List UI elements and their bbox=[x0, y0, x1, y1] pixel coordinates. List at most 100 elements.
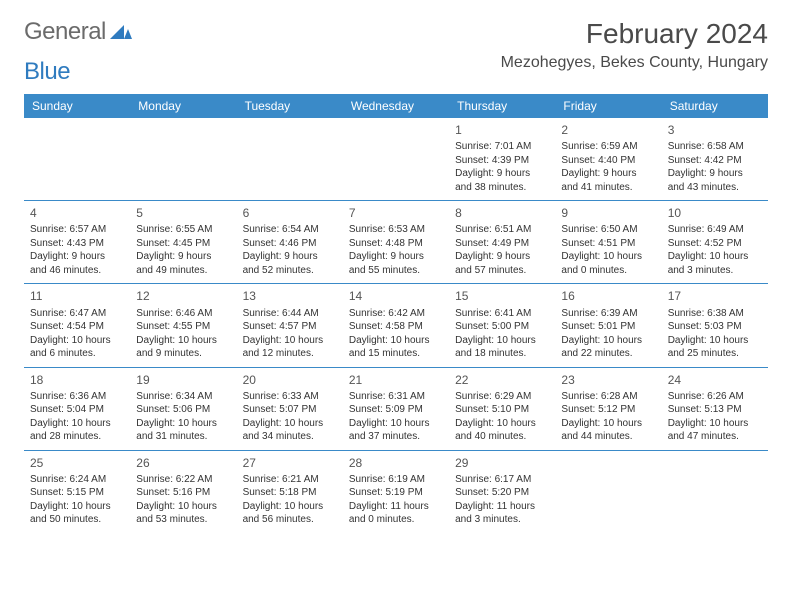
day-number: 17 bbox=[668, 288, 762, 304]
day-details: Sunrise: 6:21 AMSunset: 5:18 PMDaylight:… bbox=[243, 473, 337, 527]
weekday-header: Tuesday bbox=[237, 94, 343, 118]
day-number: 25 bbox=[30, 455, 124, 471]
calendar-cell: 23 Sunrise: 6:28 AMSunset: 5:12 PMDayligh… bbox=[555, 367, 661, 450]
day-details: Sunrise: 6:19 AMSunset: 5:19 PMDaylight:… bbox=[349, 473, 443, 527]
day-number: 14 bbox=[349, 288, 443, 304]
calendar-cell: .. bbox=[130, 118, 236, 201]
calendar-cell: 12 Sunrise: 6:46 AMSunset: 4:55 PMDayligh… bbox=[130, 284, 236, 367]
calendar-cell: 13 Sunrise: 6:44 AMSunset: 4:57 PMDayligh… bbox=[237, 284, 343, 367]
calendar-cell: 7 Sunrise: 6:53 AMSunset: 4:48 PMDaylight… bbox=[343, 201, 449, 284]
day-details: Sunrise: 6:41 AMSunset: 5:00 PMDaylight:… bbox=[455, 307, 549, 361]
calendar-cell: .. bbox=[237, 118, 343, 201]
day-number: 8 bbox=[455, 205, 549, 221]
day-number: 9 bbox=[561, 205, 655, 221]
day-number: 13 bbox=[243, 288, 337, 304]
day-details: Sunrise: 6:39 AMSunset: 5:01 PMDaylight:… bbox=[561, 307, 655, 361]
day-details: Sunrise: 6:33 AMSunset: 5:07 PMDaylight:… bbox=[243, 390, 337, 444]
logo: General bbox=[24, 18, 132, 46]
day-details: Sunrise: 6:59 AMSunset: 4:40 PMDaylight:… bbox=[561, 140, 655, 194]
calendar-cell: 22 Sunrise: 6:29 AMSunset: 5:10 PMDayligh… bbox=[449, 367, 555, 450]
day-details: Sunrise: 6:24 AMSunset: 5:15 PMDaylight:… bbox=[30, 473, 124, 527]
day-details: Sunrise: 6:38 AMSunset: 5:03 PMDaylight:… bbox=[668, 307, 762, 361]
day-details: Sunrise: 6:17 AMSunset: 5:20 PMDaylight:… bbox=[455, 473, 549, 527]
calendar-cell: 24 Sunrise: 6:26 AMSunset: 5:13 PMDayligh… bbox=[662, 367, 768, 450]
day-details: Sunrise: 6:36 AMSunset: 5:04 PMDaylight:… bbox=[30, 390, 124, 444]
day-details: Sunrise: 6:57 AMSunset: 4:43 PMDaylight:… bbox=[30, 223, 124, 277]
day-number: 26 bbox=[136, 455, 230, 471]
day-details: Sunrise: 6:55 AMSunset: 4:45 PMDaylight:… bbox=[136, 223, 230, 277]
calendar-cell: 4 Sunrise: 6:57 AMSunset: 4:43 PMDaylight… bbox=[24, 201, 130, 284]
logo-text-blue: Blue bbox=[24, 58, 70, 86]
day-details: Sunrise: 6:28 AMSunset: 5:12 PMDaylight:… bbox=[561, 390, 655, 444]
day-number: 24 bbox=[668, 372, 762, 388]
month-title: February 2024 bbox=[501, 18, 768, 50]
weekday-header: Monday bbox=[130, 94, 236, 118]
calendar-cell: 2 Sunrise: 6:59 AMSunset: 4:40 PMDaylight… bbox=[555, 118, 661, 201]
weekday-header: Wednesday bbox=[343, 94, 449, 118]
day-number: 18 bbox=[30, 372, 124, 388]
weekday-header: Friday bbox=[555, 94, 661, 118]
calendar-cell: 6 Sunrise: 6:54 AMSunset: 4:46 PMDaylight… bbox=[237, 201, 343, 284]
weekday-header: Thursday bbox=[449, 94, 555, 118]
day-number: 16 bbox=[561, 288, 655, 304]
calendar-cell: .. bbox=[343, 118, 449, 201]
calendar-cell: 11Sunrise: 6:47 AMSunset: 4:54 PMDayligh… bbox=[24, 284, 130, 367]
calendar-cell: 27 Sunrise: 6:21 AMSunset: 5:18 PMDayligh… bbox=[237, 450, 343, 533]
day-details: Sunrise: 6:22 AMSunset: 5:16 PMDaylight:… bbox=[136, 473, 230, 527]
weekday-header: Saturday bbox=[662, 94, 768, 118]
calendar-cell: 9 Sunrise: 6:50 AMSunset: 4:51 PMDaylight… bbox=[555, 201, 661, 284]
day-number: 22 bbox=[455, 372, 549, 388]
day-details: Sunrise: 6:49 AMSunset: 4:52 PMDaylight:… bbox=[668, 223, 762, 277]
day-number: 12 bbox=[136, 288, 230, 304]
day-number: 29 bbox=[455, 455, 549, 471]
day-number: 21 bbox=[349, 372, 443, 388]
day-number: 4 bbox=[30, 205, 124, 221]
day-details: Sunrise: 6:51 AMSunset: 4:49 PMDaylight:… bbox=[455, 223, 549, 277]
day-details: Sunrise: 6:53 AMSunset: 4:48 PMDaylight:… bbox=[349, 223, 443, 277]
calendar-cell: 29 Sunrise: 6:17 AMSunset: 5:20 PMDayligh… bbox=[449, 450, 555, 533]
calendar-cell: 21 Sunrise: 6:31 AMSunset: 5:09 PMDayligh… bbox=[343, 367, 449, 450]
calendar-cell: 5 Sunrise: 6:55 AMSunset: 4:45 PMDaylight… bbox=[130, 201, 236, 284]
calendar-cell: 10 Sunrise: 6:49 AMSunset: 4:52 PMDayligh… bbox=[662, 201, 768, 284]
day-number: 2 bbox=[561, 122, 655, 138]
location: Mezohegyes, Bekes County, Hungary bbox=[501, 54, 768, 72]
day-number: 5 bbox=[136, 205, 230, 221]
day-details: Sunrise: 6:58 AMSunset: 4:42 PMDaylight:… bbox=[668, 140, 762, 194]
day-number: 7 bbox=[349, 205, 443, 221]
day-number: 11 bbox=[30, 288, 124, 304]
calendar-cell: 18 Sunrise: 6:36 AMSunset: 5:04 PMDayligh… bbox=[24, 367, 130, 450]
day-details: Sunrise: 6:26 AMSunset: 5:13 PMDaylight:… bbox=[668, 390, 762, 444]
day-number: 20 bbox=[243, 372, 337, 388]
calendar-table: SundayMondayTuesdayWednesdayThursdayFrid… bbox=[24, 94, 768, 533]
logo-icon bbox=[110, 21, 132, 44]
day-details: Sunrise: 7:01 AMSunset: 4:39 PMDaylight:… bbox=[455, 140, 549, 194]
day-number: 28 bbox=[349, 455, 443, 471]
day-details: Sunrise: 6:29 AMSunset: 5:10 PMDaylight:… bbox=[455, 390, 549, 444]
calendar-cell: 25 Sunrise: 6:24 AMSunset: 5:15 PMDayligh… bbox=[24, 450, 130, 533]
calendar-cell: 8 Sunrise: 6:51 AMSunset: 4:49 PMDaylight… bbox=[449, 201, 555, 284]
logo-text-general: General bbox=[24, 18, 106, 46]
day-number: 19 bbox=[136, 372, 230, 388]
day-details: Sunrise: 6:42 AMSunset: 4:58 PMDaylight:… bbox=[349, 307, 443, 361]
day-details: Sunrise: 6:46 AMSunset: 4:55 PMDaylight:… bbox=[136, 307, 230, 361]
day-details: Sunrise: 6:44 AMSunset: 4:57 PMDaylight:… bbox=[243, 307, 337, 361]
day-number: 6 bbox=[243, 205, 337, 221]
day-details: Sunrise: 6:34 AMSunset: 5:06 PMDaylight:… bbox=[136, 390, 230, 444]
calendar-cell: 14 Sunrise: 6:42 AMSunset: 4:58 PMDayligh… bbox=[343, 284, 449, 367]
calendar-cell: 15 Sunrise: 6:41 AMSunset: 5:00 PMDayligh… bbox=[449, 284, 555, 367]
calendar-cell: 26 Sunrise: 6:22 AMSunset: 5:16 PMDayligh… bbox=[130, 450, 236, 533]
day-number: 23 bbox=[561, 372, 655, 388]
day-number: 27 bbox=[243, 455, 337, 471]
calendar-cell: 16 Sunrise: 6:39 AMSunset: 5:01 PMDayligh… bbox=[555, 284, 661, 367]
calendar-cell: .. bbox=[24, 118, 130, 201]
day-number: 15 bbox=[455, 288, 549, 304]
calendar-cell: 19 Sunrise: 6:34 AMSunset: 5:06 PMDayligh… bbox=[130, 367, 236, 450]
day-details: Sunrise: 6:54 AMSunset: 4:46 PMDaylight:… bbox=[243, 223, 337, 277]
calendar-cell: 3Sunrise: 6:58 AMSunset: 4:42 PMDaylight… bbox=[662, 118, 768, 201]
calendar-cell: .. bbox=[662, 450, 768, 533]
day-details: Sunrise: 6:31 AMSunset: 5:09 PMDaylight:… bbox=[349, 390, 443, 444]
calendar-cell: .. bbox=[555, 450, 661, 533]
day-number: 10 bbox=[668, 205, 762, 221]
day-details: Sunrise: 6:50 AMSunset: 4:51 PMDaylight:… bbox=[561, 223, 655, 277]
calendar-cell: 17 Sunrise: 6:38 AMSunset: 5:03 PMDayligh… bbox=[662, 284, 768, 367]
